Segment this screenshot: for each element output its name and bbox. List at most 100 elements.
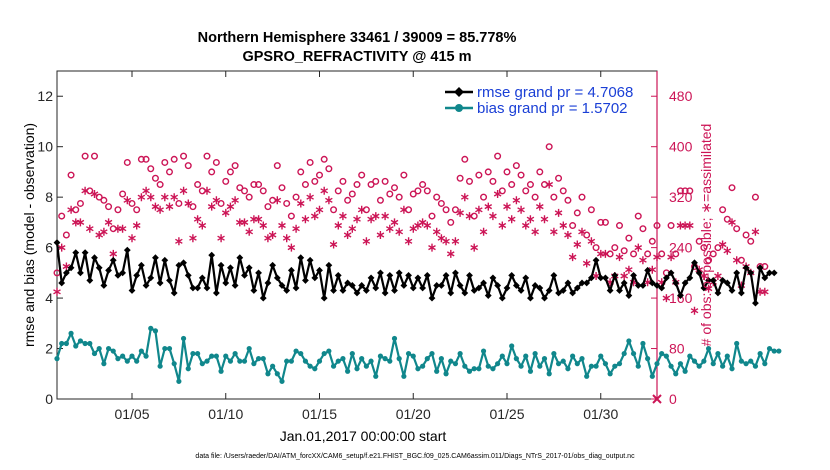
y-left-tick-label: 2	[45, 341, 53, 357]
obs-possible-point	[536, 168, 544, 176]
obs-assimilated-point	[128, 234, 136, 243]
rmse-point	[302, 277, 309, 284]
rmse-point	[503, 284, 511, 292]
obs-assimilated-point	[381, 212, 389, 221]
obs-possible-point	[123, 158, 131, 166]
rmse-point	[709, 277, 717, 284]
rmse-point	[550, 271, 558, 279]
rmse-point	[409, 284, 417, 292]
obs-possible-point	[170, 155, 178, 163]
obs-possible-point	[128, 199, 136, 207]
rmse-point	[212, 289, 220, 297]
bias-point	[162, 345, 168, 352]
obs-possible-point	[292, 193, 300, 201]
obs-assimilated-point	[320, 186, 329, 195]
obs-assimilated-point	[498, 221, 507, 230]
rmse-point	[372, 284, 380, 292]
rmse-point	[414, 274, 422, 282]
rmse-point	[583, 279, 591, 287]
obs-possible-point	[728, 184, 736, 192]
footnote: data file: /Users/raeder/DAI/ATM_forcXX/…	[195, 453, 635, 460]
obs-possible-point	[344, 196, 352, 204]
rmse-point	[250, 287, 258, 294]
rmse-point	[517, 287, 525, 294]
obs-possible-point	[508, 181, 516, 189]
bias-point	[485, 363, 491, 369]
bias-point	[349, 350, 355, 357]
rmse-point	[405, 271, 412, 279]
obs-possible-point	[62, 231, 70, 239]
obs-possible-point	[578, 193, 586, 201]
obs-possible-point	[709, 250, 717, 258]
rmse-point	[484, 292, 492, 299]
obs-assimilated-point	[259, 221, 268, 230]
bias-point	[284, 358, 290, 364]
obs-possible-point	[95, 193, 103, 201]
obs-assimilated-point	[357, 205, 366, 214]
bias-point	[480, 348, 487, 354]
x-tick-label: 01/05	[114, 406, 149, 422]
rmse-point	[498, 294, 506, 302]
obs-possible-point	[58, 212, 66, 220]
obs-assimilated-point	[175, 237, 183, 246]
obs-assimilated-point	[573, 240, 582, 249]
obs-possible-point	[583, 231, 591, 239]
obs-possible-point	[742, 231, 750, 239]
rmse-point	[531, 282, 539, 289]
obs-possible-point	[90, 152, 98, 160]
obs-possible-point	[189, 203, 197, 211]
y-right-tick-label: 320	[669, 189, 693, 205]
y-axis-left-label: rmse and bias (model - observation)	[21, 123, 37, 347]
obs-possible-point	[667, 222, 675, 230]
rmse-point	[419, 284, 427, 292]
rmse-point	[681, 279, 689, 287]
bias-point	[729, 366, 735, 372]
obs-assimilated-point	[484, 202, 493, 211]
bias-point	[452, 361, 459, 367]
obs-possible-point	[156, 181, 164, 189]
rmse-point	[278, 282, 286, 289]
obs-assimilated-point	[118, 224, 127, 233]
x-axis: 01/05 01/10 01/15 01/20 01/25 01/30	[114, 71, 618, 422]
obs-possible-point	[714, 244, 722, 252]
obs-possible-point	[522, 187, 530, 195]
rmse-point	[452, 269, 459, 277]
bias-point	[420, 363, 426, 369]
obs-assimilated-point	[310, 212, 319, 221]
obs-possible-point	[695, 237, 703, 245]
obs-possible-point	[447, 218, 455, 226]
bias-point	[659, 350, 665, 357]
obs-possible-point	[236, 184, 244, 192]
y-right-tick-label: 400	[669, 139, 693, 155]
bias-point	[598, 353, 604, 359]
obs-assimilated-point	[170, 193, 179, 202]
obs-possible-point	[334, 187, 342, 195]
rmse-point	[569, 289, 577, 297]
bias-point	[77, 338, 84, 344]
obs-possible-point	[503, 168, 511, 176]
rmse-point	[137, 261, 145, 269]
rmse-point	[334, 271, 342, 279]
bias-point	[241, 358, 248, 364]
obs-assimilated-point	[123, 196, 132, 205]
bias-point	[757, 350, 763, 357]
obs-possible-point	[372, 177, 380, 185]
obs-assimilated-point	[67, 205, 75, 214]
obs-assimilated-point	[334, 221, 343, 230]
series-obs-assimilated	[53, 180, 769, 315]
bias-point	[115, 356, 121, 362]
obs-assimilated-point	[156, 205, 164, 214]
obs-possible-point	[273, 162, 281, 170]
obs-assimilated-point	[545, 180, 554, 189]
legend-bias-label: bias grand pr = 1.5702	[477, 100, 628, 117]
rmse-point	[259, 294, 267, 302]
obs-assimilated-point	[287, 243, 296, 252]
obs-assimilated-point	[179, 186, 188, 195]
bias-point	[335, 358, 341, 364]
obs-assimilated-point	[451, 237, 460, 246]
obs-possible-point	[451, 206, 459, 214]
obs-assimilated-point	[760, 287, 769, 296]
obs-possible-point	[151, 174, 159, 182]
bias-point	[766, 345, 773, 352]
rmse-point	[770, 269, 778, 277]
